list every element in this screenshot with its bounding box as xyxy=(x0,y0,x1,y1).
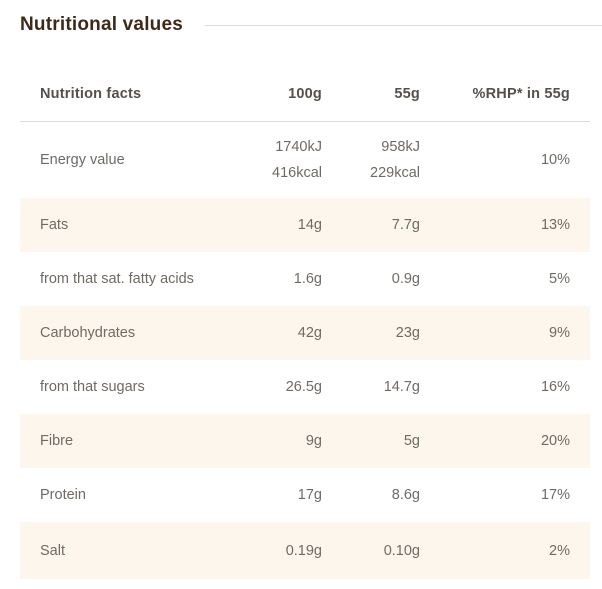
table-row-fibre: Fibre 9g 5g 20% xyxy=(20,414,590,468)
row-label: from that sugars xyxy=(40,379,145,395)
row-label: from that sat. fatty acids xyxy=(40,271,194,287)
table-row-salt: Salt 0.19g 0.10g 2% xyxy=(20,522,590,579)
value-100g-kj: 1740kJ xyxy=(275,139,322,155)
nutrition-table: Nutrition facts 100g 55g %RHP* in 55g En… xyxy=(20,44,590,579)
value-rhp: 2% xyxy=(549,542,570,559)
value-55g: 8.6g xyxy=(391,487,420,503)
value-100g-kcal: 416kcal xyxy=(272,165,322,181)
table-row-carbohydrates: Carbohydrates 42g 23g 9% xyxy=(20,306,590,360)
table-row-energy: Energy value 1740kJ 416kcal 958kJ 229kca… xyxy=(20,122,590,198)
row-label: Fats xyxy=(40,217,69,233)
value-55g: 0.10g xyxy=(383,542,420,559)
value-rhp: 16% xyxy=(540,379,570,395)
value-rhp: 17% xyxy=(540,487,570,503)
value-100g: 17g xyxy=(297,487,322,503)
table-row-sugars: from that sugars 26.5g 14.7g 16% xyxy=(20,360,590,414)
row-label: Fibre xyxy=(40,433,74,449)
value-100g: 42g xyxy=(297,325,322,341)
value-rhp: 5% xyxy=(549,271,570,287)
row-label: Salt xyxy=(40,542,65,559)
row-label: Protein xyxy=(40,487,86,503)
header-rhp: %RHP* in 55g xyxy=(472,86,570,102)
value-100g: 9g xyxy=(305,433,322,449)
row-label: Energy value xyxy=(40,152,125,168)
page-title: Nutritional values xyxy=(20,14,184,35)
value-55g: 23g xyxy=(395,325,420,341)
section-title-row: Nutritional values xyxy=(0,0,602,37)
value-55g: 0.9g xyxy=(391,271,420,287)
table-row-fats: Fats 14g 7.7g 13% xyxy=(20,198,590,252)
value-55g: 14.7g xyxy=(383,379,420,395)
value-55g: 958kJ 229kcal xyxy=(322,134,420,186)
table-row-sat-fatty-acids: from that sat. fatty acids 1.6g 0.9g 5% xyxy=(20,252,590,306)
value-rhp: 13% xyxy=(540,217,570,233)
value-55g: 7.7g xyxy=(391,217,420,233)
value-rhp: 9% xyxy=(549,325,570,341)
value-rhp: 10% xyxy=(540,152,570,168)
header-55g: 55g xyxy=(394,86,420,102)
value-rhp: 20% xyxy=(540,433,570,449)
value-55g-kj: 958kJ xyxy=(381,139,420,155)
row-label: Carbohydrates xyxy=(40,325,136,341)
title-divider-line xyxy=(205,24,602,26)
value-55g: 5g xyxy=(403,433,420,449)
table-header-row: Nutrition facts 100g 55g %RHP* in 55g xyxy=(20,44,590,122)
value-100g: 26.5g xyxy=(285,379,322,395)
header-nutrition-facts: Nutrition facts xyxy=(40,86,142,102)
value-100g: 1.6g xyxy=(293,271,322,287)
header-100g: 100g xyxy=(288,86,322,102)
value-100g: 0.19g xyxy=(285,542,322,559)
value-100g: 1740kJ 416kcal xyxy=(230,134,322,186)
value-100g: 14g xyxy=(297,217,322,233)
table-row-protein: Protein 17g 8.6g 17% xyxy=(20,468,590,522)
value-55g-kcal: 229kcal xyxy=(370,165,420,181)
